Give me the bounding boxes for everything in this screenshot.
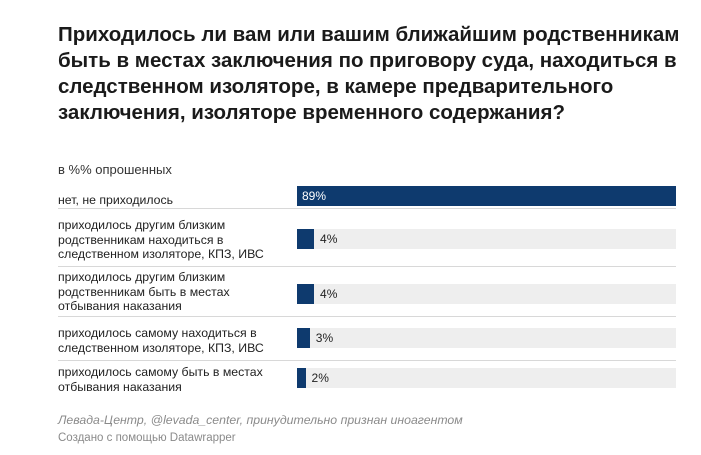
- bar: [297, 229, 315, 249]
- bar: [297, 284, 315, 304]
- value-label: 89%: [302, 189, 327, 203]
- row-separator: [58, 360, 676, 361]
- value-label: 2%: [311, 371, 329, 385]
- category-label: приходилось самому находиться в следстве…: [58, 326, 264, 355]
- value-label: 4%: [320, 287, 338, 301]
- category-label: нет, не приходилось: [58, 193, 174, 207]
- bar-track: 89%: [297, 186, 676, 206]
- bar: [297, 328, 310, 348]
- category-label: приходилось самому быть в местах отбыван…: [58, 365, 263, 394]
- bar-track: 2%: [297, 368, 676, 388]
- bar: [297, 368, 306, 388]
- bar-track: 4%: [297, 284, 676, 304]
- credit-note: Создано с помощью Datawrapper: [58, 432, 236, 444]
- row-separator: [58, 208, 676, 209]
- row-separator: [58, 316, 676, 317]
- category-label: приходилось другим близким родственникам…: [58, 218, 264, 261]
- value-label: 4%: [320, 232, 338, 246]
- value-label: 3%: [315, 331, 334, 345]
- chart-subtitle: в %% опрошенных: [58, 162, 172, 177]
- bar-track: 4%: [297, 229, 676, 249]
- source-note: Левада-Центр, @levada_center, принудител…: [58, 413, 463, 427]
- bar: [297, 186, 676, 206]
- row-separator: [58, 266, 676, 267]
- chart-title: Приходилось ли вам или вашим ближайшим р…: [58, 23, 680, 124]
- bar-track: 3%: [297, 328, 676, 348]
- category-label: приходилось другим близким родственникам…: [58, 270, 230, 313]
